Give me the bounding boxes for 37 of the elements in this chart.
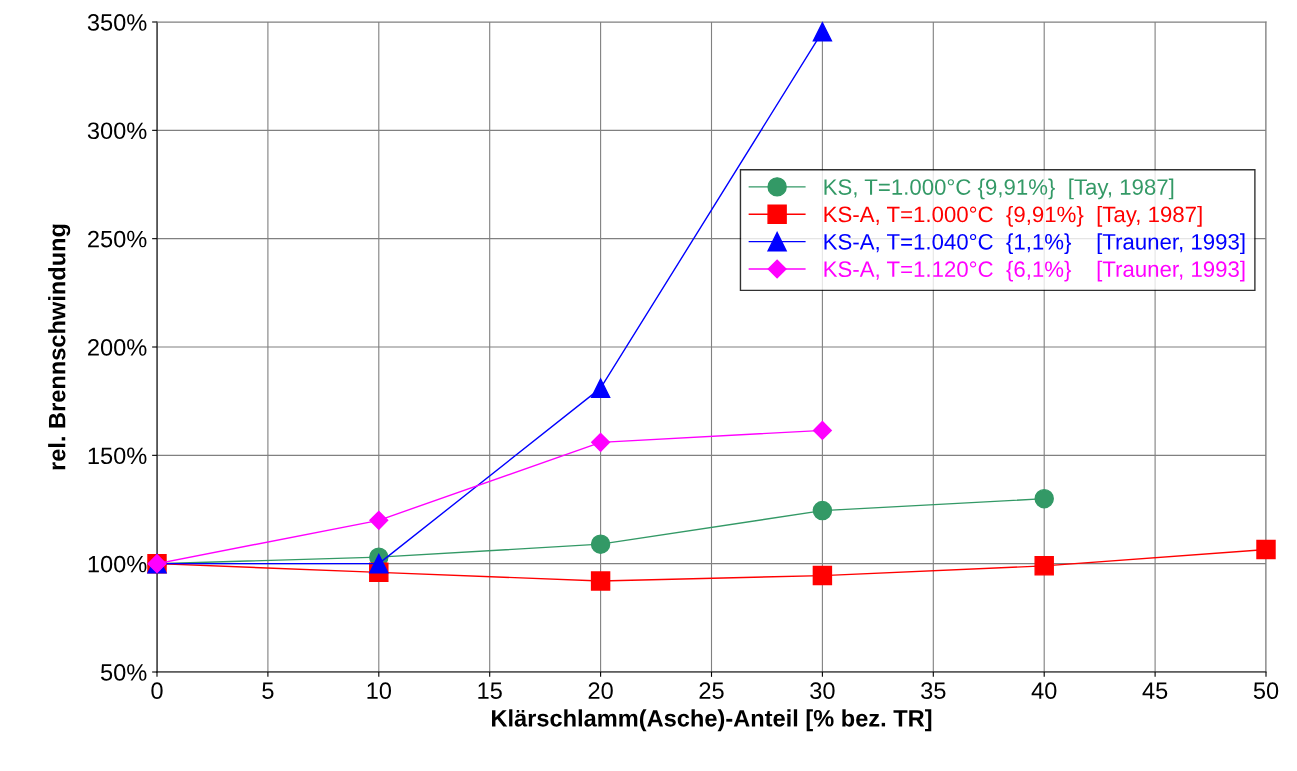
y-axis-title: rel. Brennschwindung [48,224,71,470]
point [369,510,389,530]
x-tick-label: 35 [921,682,946,700]
y-tick-label: 300% [87,122,147,140]
x-tick-label: 45 [1142,682,1168,700]
point [590,378,611,398]
x-tick-label: 10 [367,682,392,700]
y-tick-label: 250% [88,230,147,248]
x-tick-label: 25 [699,682,724,700]
x-tick-label: 40 [1031,682,1057,700]
y-tick-label: 350% [87,14,147,31]
x-axis-title: Klärschlamm(Asche)-Anteil [% bez. TR] [492,709,932,732]
x-tick-label: 5 [262,682,274,700]
x-tick-label: 30 [810,682,835,700]
x-tick-label: 0 [151,682,163,700]
point [812,420,832,440]
point [1256,539,1276,560]
legend-label: KS, T=1.000°C {9,91%} [Tay, 1987] [824,178,1174,200]
y-tick-label: 200% [88,339,147,356]
point [812,500,833,521]
legend-label: KS-A, T=1.000°C {9,91%} [Tay, 1987] [824,205,1202,227]
y-tick-label: 50% [100,664,147,681]
x-tick-label: 20 [588,682,613,700]
y-tick-label: 150% [88,447,147,465]
point [812,565,833,586]
x-tick-label: 50 [1253,682,1279,700]
legend-label: KS-A, T=1.040°C {1,1%} [Trauner, 1993] [824,233,1245,255]
point [591,432,611,452]
point [1034,556,1054,576]
x-tick-label: 15 [478,682,502,700]
y-tick-label: 100% [88,555,147,573]
point [590,571,611,591]
point [1034,488,1054,509]
point [369,553,389,574]
point [590,534,611,554]
point [812,22,833,42]
legend-label: KS-A, T=1.120°C {6,1%} [Trauner, 1993] [824,260,1245,282]
